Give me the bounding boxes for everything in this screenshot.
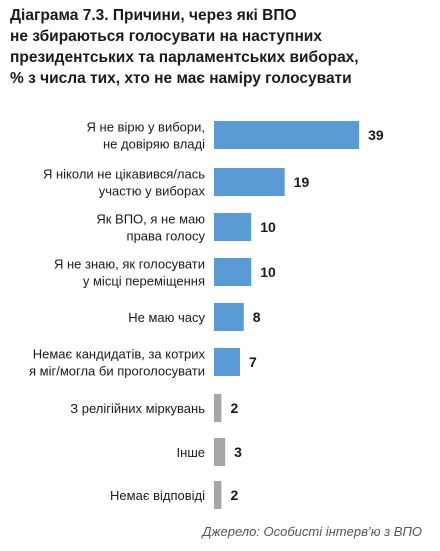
- bar: [214, 348, 241, 376]
- bar-value-label: 39: [368, 127, 384, 143]
- bar: [214, 438, 226, 466]
- source-note: Джерело: Особисті інтерв’ю з ВПО: [202, 524, 422, 539]
- bar-value-label: 19: [294, 174, 310, 190]
- bar: [214, 303, 244, 331]
- bar-value-label: 2: [230, 400, 238, 416]
- bar-value-label: 2: [230, 487, 238, 503]
- category-label: Немає відповіді: [110, 488, 205, 503]
- chart-title-line: не збираються голосувати на наступних: [10, 28, 322, 45]
- chart-title: Діаграма 7.3. Причини, через які ВПО не …: [10, 5, 430, 89]
- bar: [214, 213, 252, 241]
- bar: [214, 168, 285, 196]
- bar: [214, 394, 222, 422]
- category-label: Інше: [177, 445, 205, 460]
- category-label: Я ніколи не цікавився/лась участю у вибор…: [43, 167, 206, 199]
- bar-value-label: 7: [249, 354, 257, 370]
- bar: [214, 481, 222, 509]
- category-label: Як ВПО, я не маю права голосу: [96, 212, 205, 244]
- bar: [214, 121, 360, 149]
- chart-title-line: президентських та парламентських виборах…: [10, 49, 359, 66]
- category-label: З релігійних міркувань: [70, 401, 205, 416]
- category-label: Немає кандидатів, за котрих я міг/могла б…: [29, 347, 205, 379]
- bar-value-label: 10: [260, 219, 276, 235]
- category-label: Не маю часу: [128, 310, 205, 325]
- bar: [214, 258, 252, 286]
- chart-title-line: % з числа тих, хто не має наміру голосув…: [10, 70, 352, 87]
- category-label: Я не вірю у вибори, не довіряю владі: [87, 120, 206, 152]
- bar-value-label: 8: [253, 309, 261, 325]
- category-label: Я не знаю, як голосувати у місці переміще…: [54, 257, 205, 289]
- bar-value-label: 10: [260, 264, 276, 280]
- chart-title-line: Діаграма 7.3. Причини, через які ВПО: [10, 7, 297, 24]
- bar-value-label: 3: [234, 444, 242, 460]
